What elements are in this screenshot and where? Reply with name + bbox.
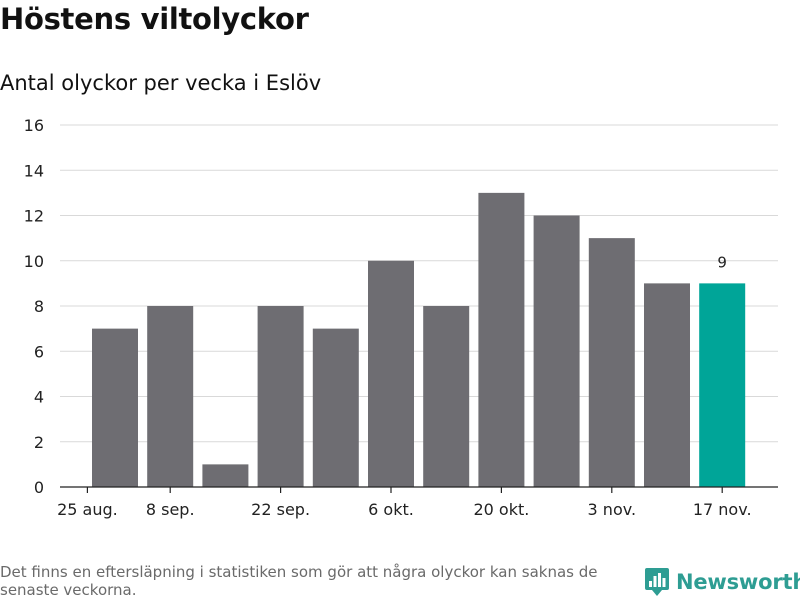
- bar: [92, 328, 138, 487]
- y-tick-label: 6: [34, 342, 44, 361]
- bar: [699, 283, 746, 487]
- chart-title: Höstens viltolyckor: [0, 2, 309, 36]
- bar: [257, 306, 304, 487]
- footnote: Det finns en eftersläpning i statistiken…: [0, 563, 598, 599]
- bar: [644, 283, 690, 487]
- y-tick-label: 2: [34, 433, 44, 452]
- y-tick-label: 12: [24, 207, 44, 226]
- y-tick-label: 4: [34, 388, 44, 407]
- x-tick-label: 25 aug.: [57, 500, 118, 519]
- y-tick-label: 0: [34, 478, 44, 497]
- bar: [147, 306, 194, 487]
- x-tick-label: 20 okt.: [473, 500, 529, 519]
- bar: [312, 328, 359, 487]
- bar: [202, 464, 249, 487]
- y-tick-label: 10: [24, 252, 44, 271]
- x-tick-label: 22 sep.: [251, 500, 310, 519]
- bar: [368, 260, 414, 487]
- brand-name: Newsworthy: [676, 570, 800, 594]
- bar: [533, 215, 580, 487]
- brand-logo[interactable]: Newsworthy: [645, 568, 800, 596]
- x-tick-label: 3 nov.: [588, 500, 637, 519]
- bar-chart-icon: [645, 568, 669, 596]
- bar: [478, 192, 525, 487]
- bar: [423, 306, 470, 487]
- y-tick-label: 8: [34, 297, 44, 316]
- x-tick-label: 8 sep.: [146, 500, 195, 519]
- y-tick-label: 14: [24, 161, 44, 180]
- y-tick-label: 16: [24, 116, 44, 135]
- bar: [588, 238, 635, 487]
- data-label: 9: [717, 253, 727, 271]
- x-tick-label: 17 nov.: [693, 500, 752, 519]
- bar-chart: 0 2 4 6 8 10 12 14 16 9 25 aug. 8 sep. 22 sep. 6 okt.…: [24, 116, 778, 519]
- chart-subtitle: Antal olyckor per vecka i Eslöv: [0, 71, 322, 95]
- x-tick-label: 6 okt.: [368, 500, 414, 519]
